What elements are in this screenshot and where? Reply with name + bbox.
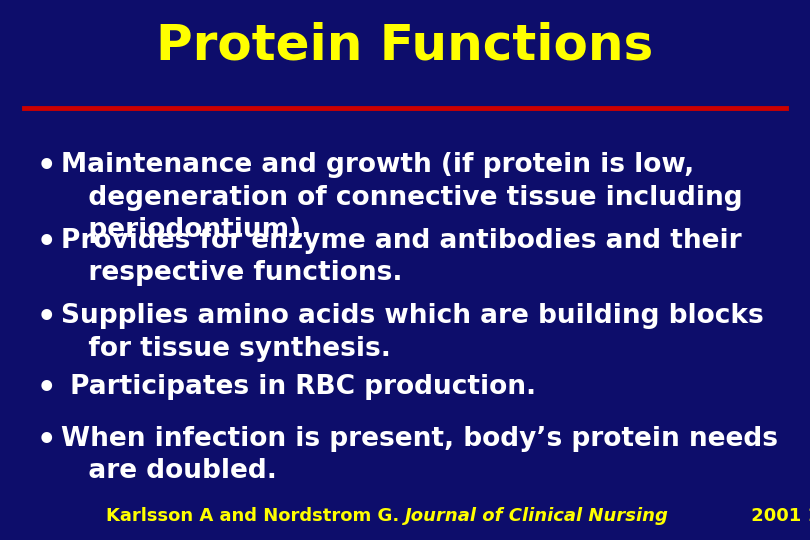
Text: Journal of Clinical Nursing: Journal of Clinical Nursing bbox=[405, 507, 669, 525]
Text: •: • bbox=[36, 374, 56, 403]
Text: •: • bbox=[36, 152, 56, 181]
Text: Karlsson A and Nordstrom G.: Karlsson A and Nordstrom G. bbox=[105, 507, 405, 525]
Text: •: • bbox=[36, 303, 56, 333]
Text: When infection is present, body’s protein needs
   are doubled.: When infection is present, body’s protei… bbox=[61, 426, 778, 484]
Text: •: • bbox=[36, 426, 56, 455]
Text: •: • bbox=[36, 228, 56, 257]
Text: Provides for enzyme and antibodies and their
   respective functions.: Provides for enzyme and antibodies and t… bbox=[61, 228, 741, 286]
Text: Participates in RBC production.: Participates in RBC production. bbox=[61, 374, 536, 400]
Text: Maintenance and growth (if protein is low,
   degeneration of connective tissue : Maintenance and growth (if protein is lo… bbox=[61, 152, 743, 243]
Text: Protein Functions: Protein Functions bbox=[156, 22, 654, 70]
Text: 2001 10:609-617: 2001 10:609-617 bbox=[745, 507, 810, 525]
Text: Supplies amino acids which are building blocks
   for tissue synthesis.: Supplies amino acids which are building … bbox=[61, 303, 764, 362]
